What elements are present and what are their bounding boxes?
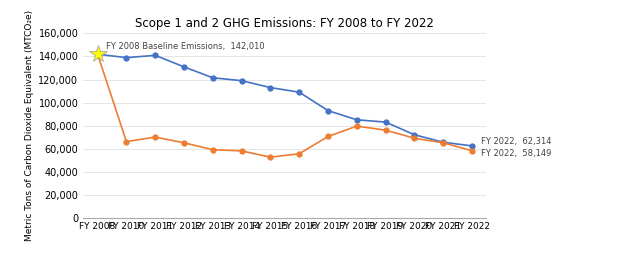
- Absolute Emissions: [381, 121, 389, 124]
- Text: FY 2022,  58,149: FY 2022, 58,149: [481, 149, 551, 158]
- Absolute Emissions: [324, 109, 332, 112]
- Line: Absolute Emissions: Absolute Emissions: [95, 52, 474, 148]
- Absolute Emissions: [295, 90, 303, 94]
- Text: FY 2022,  62,314: FY 2022, 62,314: [481, 137, 551, 146]
- Absolute Emissions: [123, 56, 131, 59]
- Adjusted Emissions: [295, 152, 303, 155]
- Adjusted Emissions: [238, 149, 246, 153]
- Absolute Emissions: [238, 79, 246, 82]
- Adjusted Emissions: [123, 140, 131, 143]
- Adjusted Emissions: [324, 135, 332, 138]
- Adjusted Emissions: [209, 148, 216, 151]
- Absolute Emissions: [209, 76, 216, 80]
- Adjusted Emissions: [381, 128, 389, 132]
- Adjusted Emissions: [411, 136, 419, 140]
- Adjusted Emissions: [180, 141, 188, 145]
- Adjusted Emissions: [353, 124, 361, 128]
- Absolute Emissions: [151, 54, 159, 57]
- Absolute Emissions: [353, 118, 361, 121]
- Adjusted Emissions: [266, 155, 274, 159]
- Adjusted Emissions: [468, 149, 476, 152]
- Absolute Emissions: [266, 86, 274, 89]
- Adjusted Emissions: [439, 141, 447, 145]
- Absolute Emissions: [468, 144, 476, 148]
- Absolute Emissions: [411, 133, 419, 136]
- Line: Adjusted Emissions: Adjusted Emissions: [95, 52, 474, 160]
- Title: Scope 1 and 2 GHG Emissions: FY 2008 to FY 2022: Scope 1 and 2 GHG Emissions: FY 2008 to …: [136, 16, 434, 30]
- Absolute Emissions: [439, 141, 447, 144]
- Adjusted Emissions: [151, 135, 159, 139]
- Absolute Emissions: [180, 65, 188, 69]
- Adjusted Emissions: [93, 52, 101, 56]
- Absolute Emissions: [93, 52, 101, 56]
- Y-axis label: Metric Tons of Carbon Dioxide Equivalent (MTCO₂e): Metric Tons of Carbon Dioxide Equivalent…: [25, 10, 34, 241]
- Text: FY 2008 Baseline Emissions,  142,010: FY 2008 Baseline Emissions, 142,010: [106, 42, 265, 51]
